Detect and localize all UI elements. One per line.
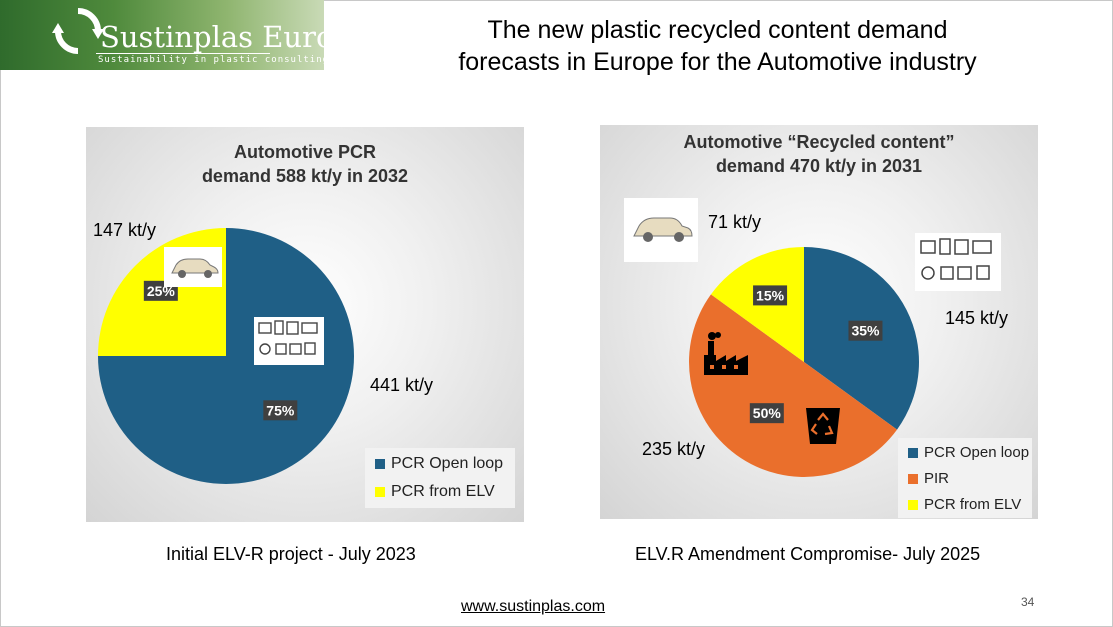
chart-title-line1: Automotive PCR xyxy=(233,142,376,162)
page-number: 34 xyxy=(1021,595,1035,609)
car-icon xyxy=(624,198,698,262)
pie-chart-right: 35% 50% 15% xyxy=(689,247,919,477)
legend-swatch xyxy=(908,474,918,485)
data-label-box xyxy=(263,400,298,421)
chart-legend: PCR Open loop PCR from ELV xyxy=(365,448,515,508)
chart-panel-left: Automotive PCR demand 588 kt/y in 2032 7… xyxy=(86,127,524,522)
chart-caption-right: ELV.R Amendment Compromise- July 2025 xyxy=(635,544,981,564)
legend-swatch xyxy=(375,486,385,497)
data-label-percent-pcr-open-loop: 75% xyxy=(266,402,295,418)
pie-slice-pir xyxy=(689,294,898,477)
chart-legend: PCR Open loop PIR PCR from ELV xyxy=(898,438,1032,518)
data-label-pir-value: 235 kt/y xyxy=(642,439,706,459)
data-label-percent-pcr-open-loop: 35% xyxy=(851,323,880,339)
recycle-bin-icon xyxy=(806,408,840,444)
website-link[interactable]: www.sustinplas.com xyxy=(461,598,606,615)
legend-label: PIR xyxy=(924,470,950,487)
legend-label: PCR from ELV xyxy=(924,496,1022,513)
data-label-pcr-from-elv-value: 71 kt/y xyxy=(708,212,762,232)
legend-item-pcr-from-elv: PCR from ELV xyxy=(908,496,1021,513)
recycle-arrows-icon xyxy=(52,8,104,54)
appliances-icon xyxy=(915,233,1001,291)
data-label-box xyxy=(848,320,883,341)
chart-title-line2: demand 588 kt/y in 2032 xyxy=(201,166,409,186)
chart-title: Automotive “Recycled content” demand 470… xyxy=(600,130,1038,178)
logo-name: Sustinplas Europe xyxy=(100,20,370,54)
data-label-box xyxy=(749,403,784,424)
data-label-percent-pcr-from-elv: 15% xyxy=(756,287,785,303)
data-label-pcr-open-loop-value: 145 kt/y xyxy=(945,308,1009,328)
legend-item-pcr-from-elv: PCR from ELV xyxy=(375,483,495,501)
legend-swatch xyxy=(908,448,918,459)
legend-item-pcr-open-loop: PCR Open loop xyxy=(908,444,1029,461)
data-label-pcr-from-elv-value: 147 kt/y xyxy=(93,220,157,240)
chart-panel-right: Automotive “Recycled content” demand 470… xyxy=(600,125,1038,519)
legend-swatch xyxy=(908,500,918,511)
legend-item-pir: PIR xyxy=(908,470,949,487)
logo-tagline: Sustainability in plastic consulting xyxy=(98,55,330,65)
slide-title-line1: The new plastic recycled content demand xyxy=(487,16,948,44)
legend-label: PCR Open loop xyxy=(391,455,504,472)
slide-title-line2: forecasts in Europe for the Automotive i… xyxy=(458,48,977,76)
factory-icon xyxy=(704,332,748,375)
appliances-icon xyxy=(254,317,324,365)
logo-divider xyxy=(96,53,270,54)
legend-swatch xyxy=(375,458,385,469)
chart-title: Automotive PCR demand 588 kt/y in 2032 xyxy=(86,140,524,188)
slide-title: The new plastic recycled content demand … xyxy=(380,14,1055,78)
chart-title-line2: demand 470 kt/y in 2031 xyxy=(715,156,923,176)
data-label-pcr-open-loop-value: 441 kt/y xyxy=(370,375,434,395)
chart-title-line1: Automotive “Recycled content” xyxy=(683,132,955,152)
legend-item-pcr-open-loop: PCR Open loop xyxy=(375,455,503,473)
legend-label: PCR from ELV xyxy=(391,483,495,500)
data-label-box xyxy=(753,285,788,306)
data-label-percent-pir: 50% xyxy=(753,405,782,421)
chart-caption-left: Initial ELV-R project - July 2023 xyxy=(166,544,416,564)
car-icon xyxy=(164,247,222,287)
legend-label: PCR Open loop xyxy=(924,444,1030,461)
logo: Sustinplas Europe Sustainability in plas… xyxy=(0,0,369,70)
